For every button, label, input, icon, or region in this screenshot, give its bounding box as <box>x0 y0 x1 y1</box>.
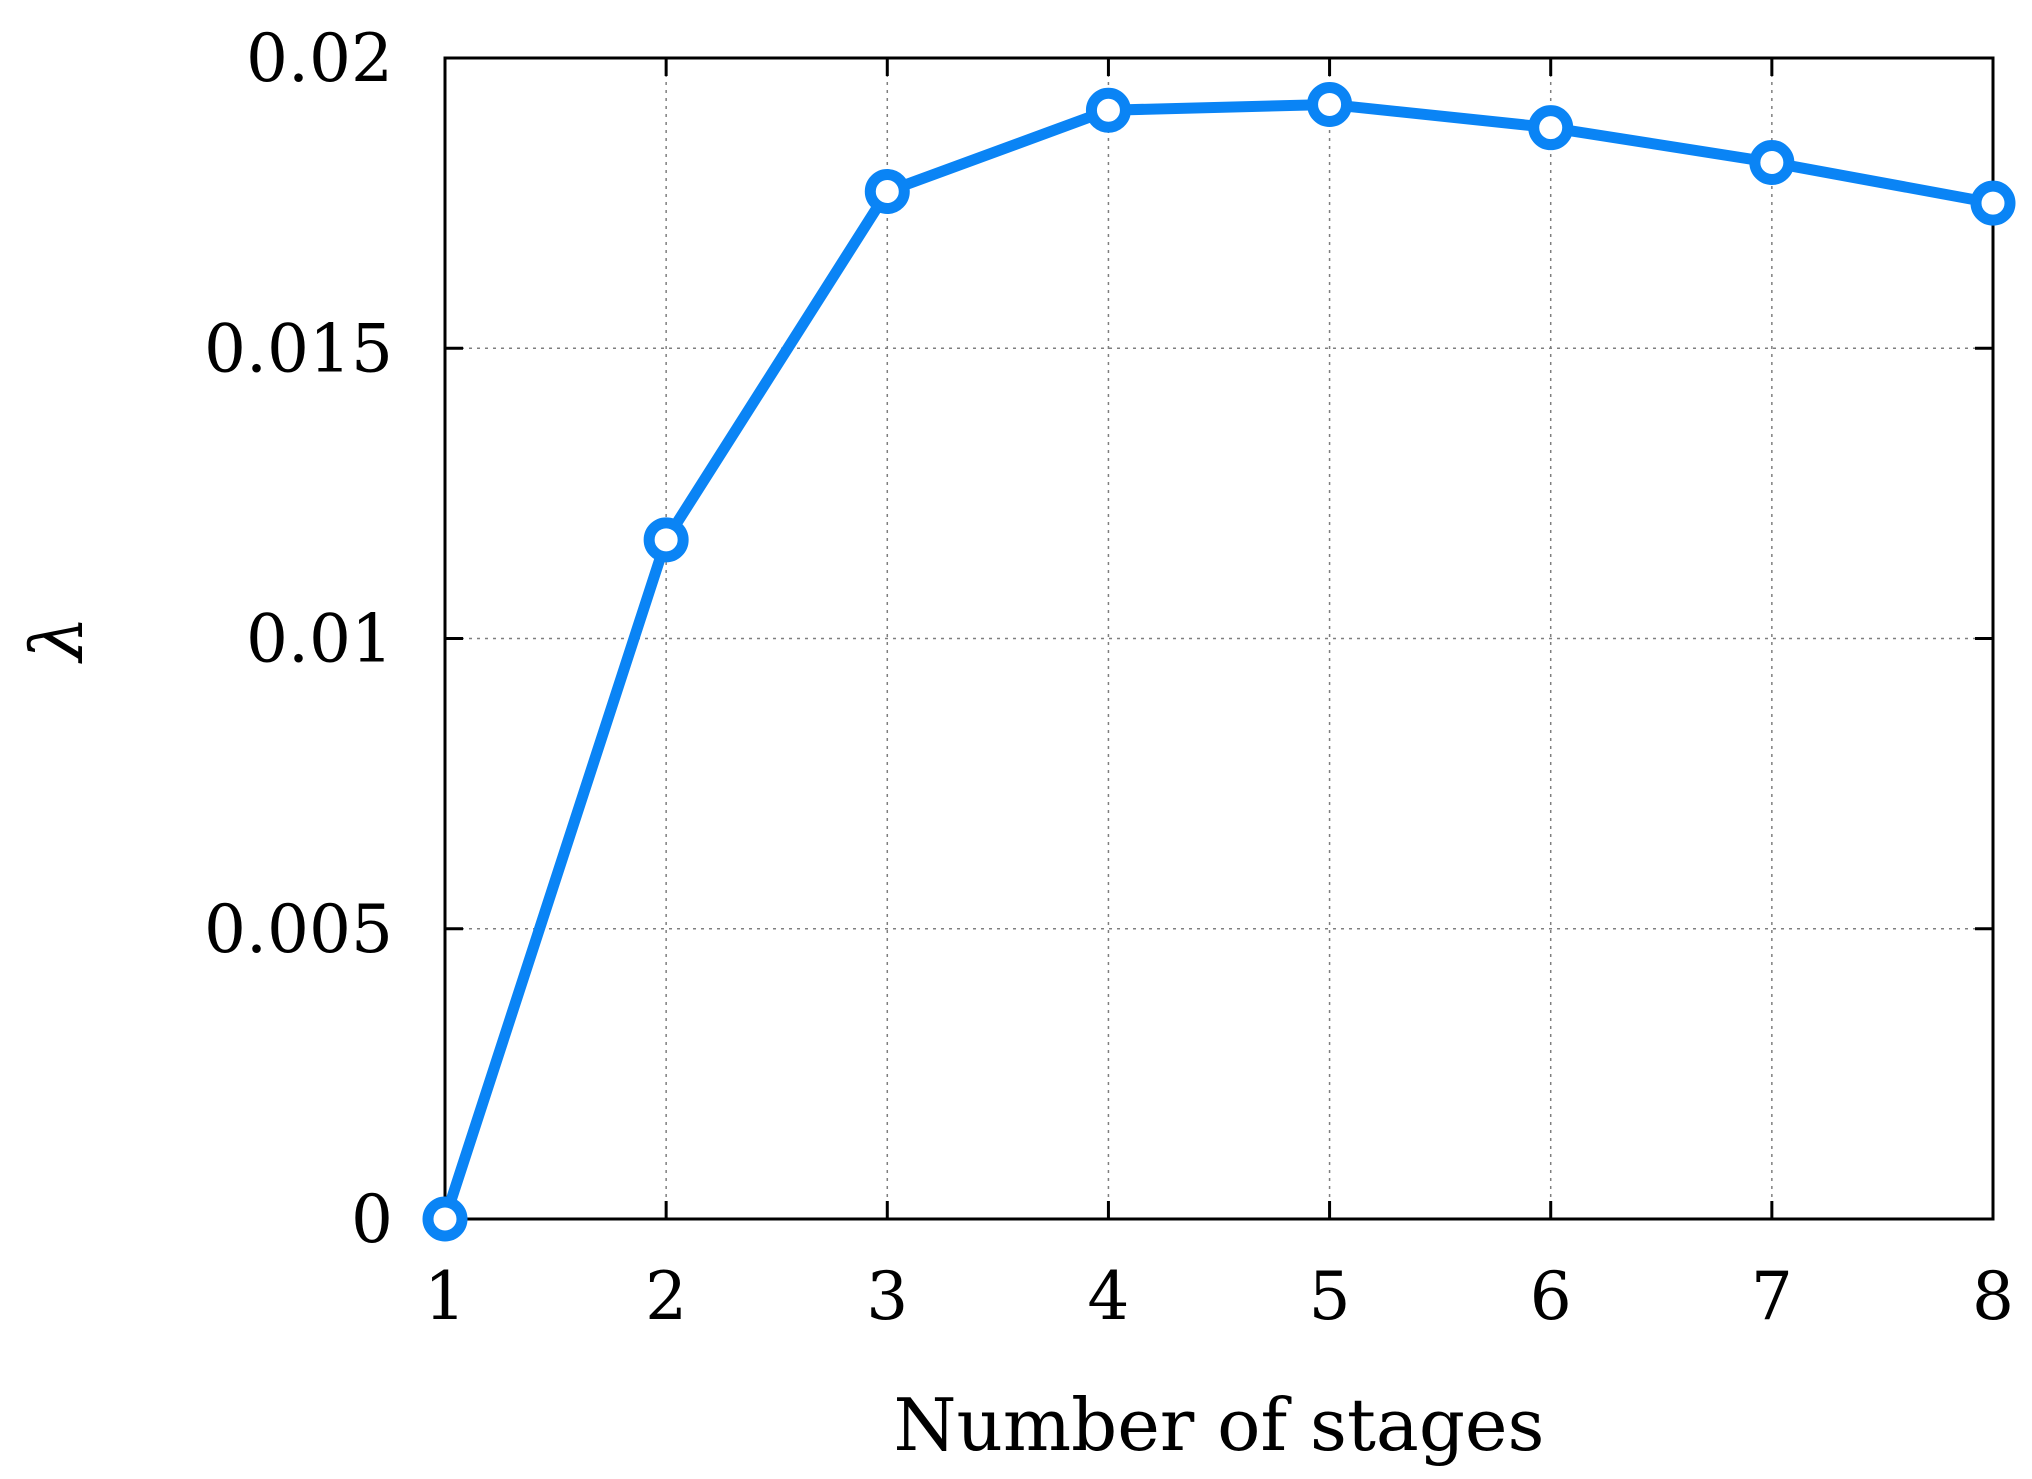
y-tick-labels: 0 0.005 0.01 0.015 0.02 <box>204 20 393 1258</box>
x-tick-label: 1 <box>424 1258 466 1335</box>
data-point <box>864 169 910 215</box>
x-tick-label: 2 <box>645 1258 687 1335</box>
y-tick-label: 0.01 <box>246 601 393 678</box>
x-tick-label: 6 <box>1530 1258 1572 1335</box>
series-line <box>439 98 1999 1225</box>
data-point <box>1970 180 2016 226</box>
x-axis-label: Number of stages <box>894 1383 1545 1467</box>
grid-lines <box>445 58 1993 1219</box>
data-point <box>1307 81 1353 127</box>
x-tick-label: 3 <box>866 1258 908 1335</box>
x-tick-label: 5 <box>1309 1258 1351 1335</box>
data-point <box>422 1196 468 1242</box>
y-axis-label: λ <box>15 616 99 665</box>
x-tick-label: 4 <box>1087 1258 1129 1335</box>
series-layer <box>422 81 2016 1242</box>
data-point <box>643 517 689 563</box>
x-tick-label: 7 <box>1751 1258 1793 1335</box>
y-tick-label: 0.015 <box>204 310 393 387</box>
y-tick-label: 0 <box>351 1181 393 1258</box>
data-point <box>1085 87 1131 133</box>
y-tick-label: 0.005 <box>204 891 393 968</box>
x-tick-label: 8 <box>1972 1258 2014 1335</box>
data-point <box>1528 105 1574 151</box>
y-tick-label: 0.02 <box>246 20 393 97</box>
x-tick-labels: 1 2 3 4 5 6 7 8 <box>424 1258 2014 1335</box>
plot-frame <box>443 56 1995 1221</box>
data-point <box>1749 139 1795 185</box>
